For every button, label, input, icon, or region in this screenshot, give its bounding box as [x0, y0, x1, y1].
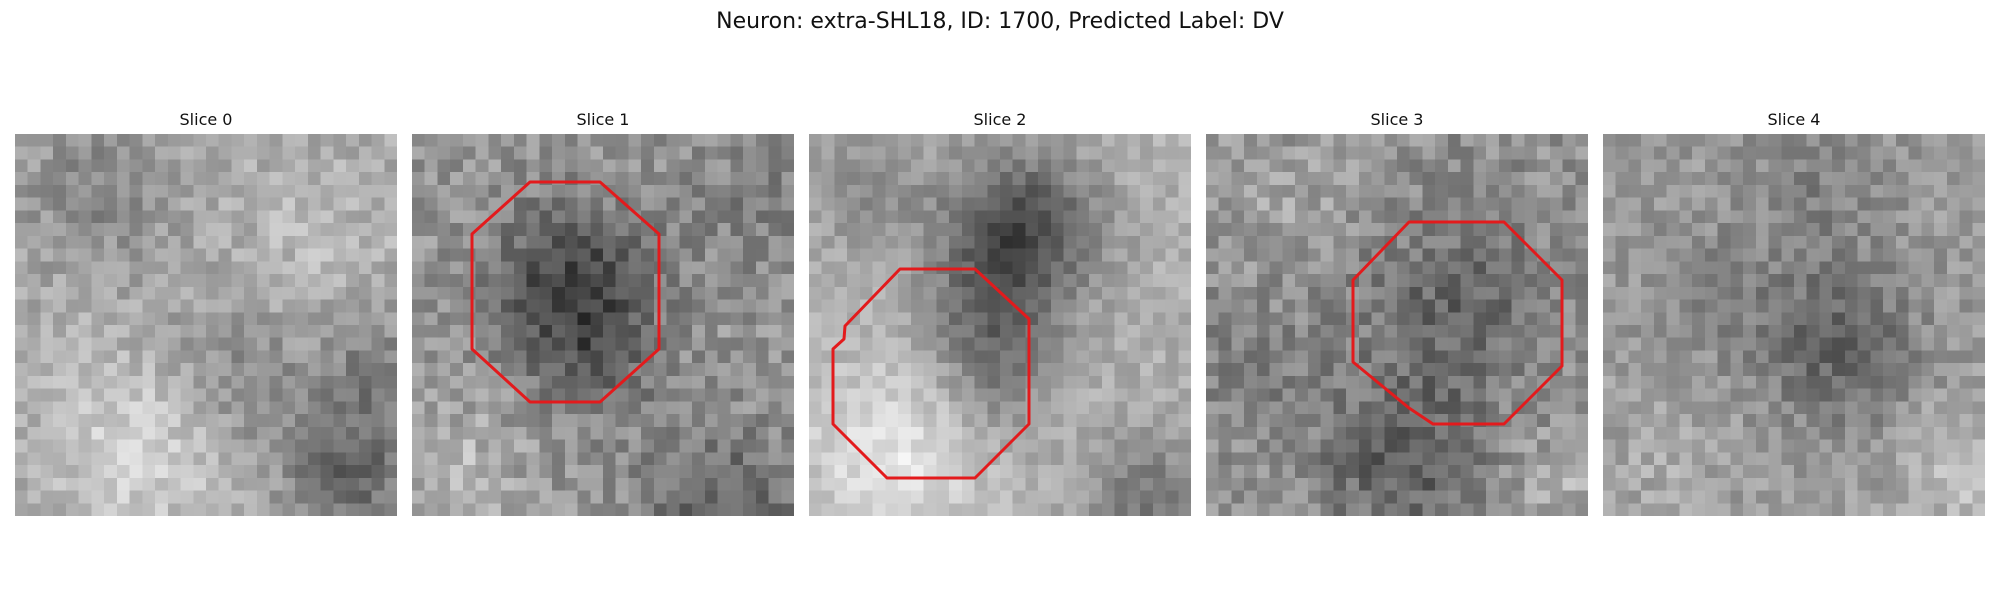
roi-outline-overlay	[470, 180, 661, 404]
slice-title: Slice 3	[1370, 110, 1424, 129]
roi-outline	[1351, 220, 1564, 426]
roi-outline-overlay	[831, 267, 1031, 480]
slice-panel-4: Slice 4	[1603, 110, 1985, 516]
slice-panel-0: Slice 0	[15, 110, 397, 516]
slice-panel-2: Slice 2	[809, 110, 1191, 516]
slice-image	[1603, 134, 1985, 516]
roi-outline	[831, 267, 1031, 480]
slice-image	[1206, 134, 1588, 516]
slice-title: Slice 0	[179, 110, 233, 129]
figure-title: Neuron: extra-SHL18, ID: 1700, Predicted…	[716, 9, 1284, 34]
slice-title: Slice 2	[973, 110, 1027, 129]
slice-panel-1: Slice 1	[412, 110, 794, 516]
slice-panel-3: Slice 3	[1206, 110, 1588, 516]
slice-title: Slice 4	[1767, 110, 1821, 129]
roi-outline	[470, 180, 661, 404]
slice-image	[15, 134, 397, 516]
slice-title: Slice 1	[576, 110, 630, 129]
roi-outline-overlay	[1351, 220, 1564, 426]
slice-image	[412, 134, 794, 516]
